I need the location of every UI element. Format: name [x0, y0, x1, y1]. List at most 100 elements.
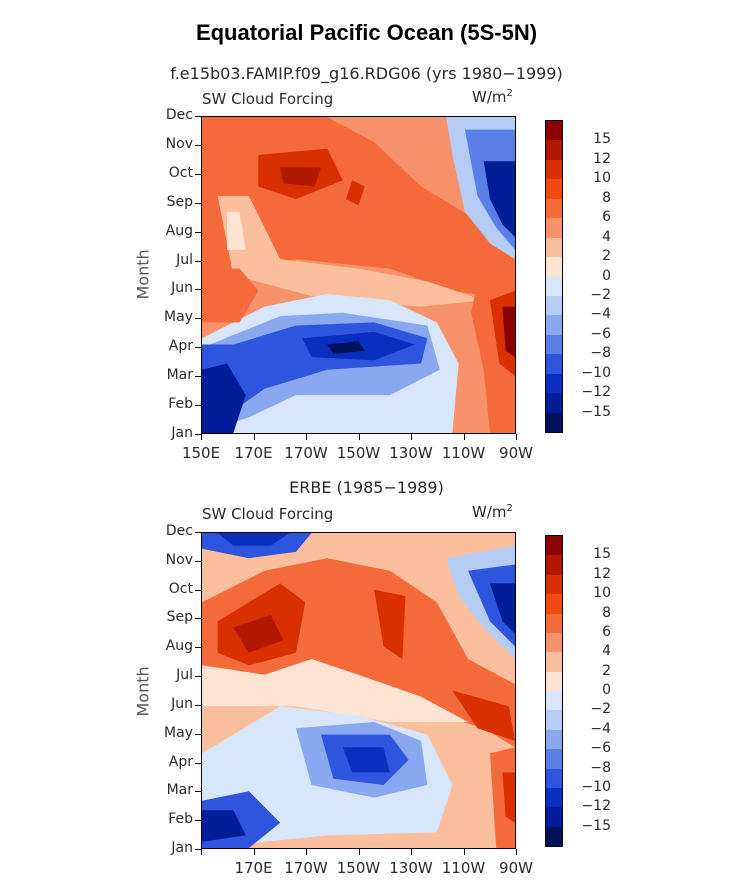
top-warm-east-3	[502, 306, 515, 358]
y-tick-mark	[195, 532, 201, 533]
x-tick-label-170w: 170W	[284, 444, 328, 462]
x-tick-mark	[358, 849, 360, 855]
colorbar-segment	[546, 393, 562, 413]
y-tick-label-oct: Oct	[168, 164, 193, 181]
bottom-warm-5	[452, 690, 515, 741]
x-tick-label-90w: 90W	[499, 859, 533, 877]
y-tick-mark	[195, 144, 201, 146]
y-tick-mark	[195, 820, 201, 822]
colorbar-segment	[546, 787, 562, 808]
bottom-contour-plot	[201, 532, 516, 849]
y-tick-label-jul: Jul	[176, 667, 193, 684]
x-tick-mark	[306, 849, 307, 855]
colorbar-label: −4	[590, 306, 611, 323]
colorbar-segment	[546, 315, 562, 335]
colorbar-segment	[546, 652, 562, 672]
x-tick-label-170w: 170W	[284, 859, 328, 877]
x-tick-label-110w: 110W	[441, 859, 486, 877]
x-tick-mark	[253, 434, 255, 440]
x-tick-mark	[516, 434, 517, 440]
y-tick-label-aug: Aug	[165, 222, 193, 239]
colorbar-label: −8	[590, 345, 611, 362]
y-tick-label-dec: Dec	[165, 523, 193, 539]
colorbar-label: 2	[602, 248, 611, 265]
bottom-field-label: SW Cloud Forcing	[202, 505, 334, 523]
bottom-subtitle: ERBE (1985−1989)	[289, 478, 444, 497]
colorbar-segment	[546, 768, 562, 788]
colorbar-segment	[546, 237, 562, 258]
colorbar-segment	[546, 710, 562, 730]
y-tick-mark	[195, 260, 201, 262]
top-warm-spot	[345, 180, 365, 206]
colorbar-label: 10	[593, 170, 611, 187]
y-tick-mark	[195, 560, 201, 562]
y-tick-label-sep: Sep	[166, 609, 193, 626]
bottom-units-label: W/m2	[472, 503, 513, 521]
colorbar-label: 6	[602, 623, 611, 640]
colorbar-segment	[546, 536, 562, 556]
top-units-label: W/m2	[472, 88, 513, 106]
bottom-cold-ne-3	[489, 583, 515, 634]
colorbar-label: 0	[602, 682, 611, 698]
y-tick-label-mar: Mar	[166, 367, 193, 384]
colorbar-segment	[546, 613, 562, 633]
y-tick-label-oct: Oct	[168, 580, 193, 597]
bottom-cold-top-core	[217, 533, 290, 546]
y-tick-label-nov: Nov	[165, 135, 193, 152]
x-tick-label-150e: 150E	[181, 444, 221, 462]
colorbar-segment	[546, 373, 562, 394]
colorbar-segment	[546, 632, 562, 653]
y-tick-mark	[195, 647, 201, 649]
colorbar-label: −2	[590, 701, 611, 718]
bottom-colorbar	[545, 535, 563, 847]
colorbar-label: 0	[602, 267, 611, 284]
x-tick-mark	[411, 849, 412, 855]
y-tick-label-may: May	[164, 724, 193, 741]
y-tick-label-feb: Feb	[168, 396, 193, 413]
colorbar-segment	[546, 121, 562, 141]
y-tick-mark	[195, 116, 201, 117]
colorbar-label: −12	[581, 798, 611, 815]
y-tick-mark	[195, 376, 201, 378]
x-tick-mark	[253, 849, 255, 855]
colorbar-segment	[546, 412, 562, 432]
x-tick-mark	[201, 849, 202, 855]
x-tick-mark	[463, 434, 465, 440]
colorbar-label: 15	[593, 546, 611, 563]
colorbar-segment	[546, 198, 562, 219]
colorbar-segment	[546, 218, 562, 238]
colorbar-label: −10	[581, 364, 611, 381]
y-tick-mark	[195, 202, 201, 204]
y-tick-label-jun: Jun	[171, 695, 193, 712]
colorbar-label: 15	[593, 131, 611, 148]
colorbar-label: 8	[602, 604, 611, 621]
x-tick-label-110w: 110W	[441, 444, 486, 462]
y-tick-label-mar: Mar	[166, 782, 193, 799]
top-cold-ne-3	[483, 161, 515, 238]
top-pale-band	[217, 196, 484, 307]
top-subtitle: f.e15b03.FAMIP.f09_g16.RDG06 (yrs 1980−1…	[170, 64, 563, 83]
y-tick-label-may: May	[164, 309, 193, 326]
x-tick-mark	[463, 849, 465, 855]
colorbar-segment	[546, 826, 562, 846]
y-tick-mark	[195, 347, 201, 349]
colorbar-label: −8	[590, 759, 611, 776]
x-tick-label-130w: 130W	[389, 444, 433, 462]
y-tick-label-dec: Dec	[165, 107, 193, 123]
colorbar-segment	[546, 729, 562, 750]
colorbar-label: 6	[602, 209, 611, 226]
x-tick-label-150w: 150W	[336, 859, 381, 877]
colorbar-segment	[546, 334, 562, 355]
y-tick-mark	[195, 289, 201, 291]
x-tick-mark	[201, 434, 202, 440]
top-y-axis-title: Month	[133, 249, 153, 300]
page-title: Equatorial Pacific Ocean (5S-5N)	[195, 20, 538, 45]
top-pale-spot	[227, 211, 246, 250]
bottom-pale-band	[202, 659, 469, 722]
colorbar-segment	[546, 354, 562, 374]
colorbar-segment	[546, 179, 562, 199]
y-tick-mark	[195, 704, 201, 706]
bottom-warm-4	[374, 589, 406, 659]
y-tick-mark	[195, 173, 201, 175]
x-tick-label-130w: 130W	[389, 859, 433, 877]
